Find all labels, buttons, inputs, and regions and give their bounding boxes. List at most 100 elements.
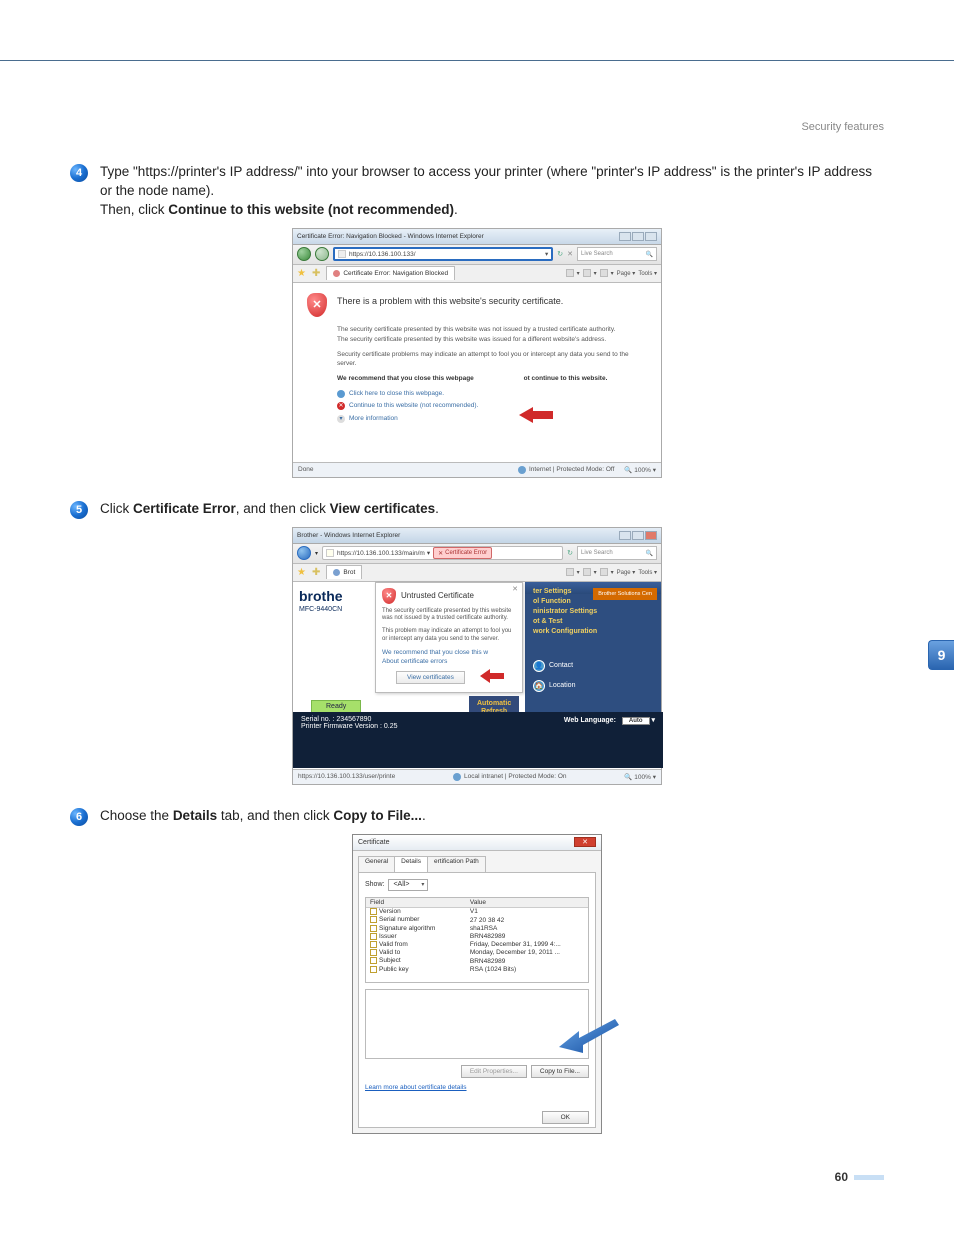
nav-link[interactable]: ot & Test: [533, 618, 653, 625]
learn-more-link[interactable]: Learn more about certificate details: [365, 1084, 467, 1091]
search-input[interactable]: Live Search 🔍: [577, 247, 657, 261]
popup-p1: The security certificate presented by th…: [382, 608, 516, 624]
status-zoom-2[interactable]: 🔍 100% ▾: [624, 773, 656, 781]
shield-error-icon: ✕: [382, 588, 396, 604]
continue-website-text: Continue to this website (not recommende…: [349, 401, 478, 410]
page-menu[interactable]: Page ▾: [617, 569, 636, 576]
edit-properties-button[interactable]: Edit Properties...: [461, 1065, 527, 1078]
web-language-select[interactable]: Auto: [622, 717, 650, 725]
address-url: https://10.136.100.133/: [349, 251, 416, 258]
feeds-icon[interactable]: [583, 568, 591, 576]
add-favorites-icon[interactable]: ✚: [312, 268, 320, 279]
print-icon[interactable]: [600, 568, 608, 576]
table-row[interactable]: Valid toMonday, December 19, 2011 ...: [366, 949, 588, 957]
nav-link[interactable]: ninistrator Settings: [533, 608, 653, 615]
cert-dialog-titlebar: Certificate ✕: [353, 835, 601, 851]
printer-left-panel: brothe MFC-9440CN: [293, 582, 373, 712]
tab-label-2: Brot: [343, 569, 355, 576]
contact-row[interactable]: 👤Contact: [533, 660, 573, 672]
table-row[interactable]: IssuerBRN482989: [366, 932, 588, 940]
favorites-star-icon[interactable]: ★: [297, 268, 306, 279]
continue-website-link[interactable]: ✕ Continue to this website (not recommen…: [337, 401, 647, 410]
about-cert-errors-link[interactable]: About certificate errors: [382, 658, 516, 665]
lock-icon: [326, 549, 334, 557]
address-bar[interactable]: https://10.136.100.133/ ▾: [333, 247, 553, 261]
ie1-content: ✕ There is a problem with this website's…: [293, 283, 661, 461]
section-header-title: Security features: [70, 121, 884, 133]
address-bar-2[interactable]: https://10.136.100.133/main/m ▾ ✕ Certif…: [322, 546, 563, 560]
table-row[interactable]: Serial number27 20 38 42: [366, 916, 588, 924]
browser-tab[interactable]: Certificate Error: Navigation Blocked: [326, 266, 455, 280]
print-icon[interactable]: [600, 269, 608, 277]
table-row[interactable]: Valid fromFriday, December 31, 1999 4:..…: [366, 941, 588, 949]
callout-arrow-blue: [557, 1013, 619, 1057]
nav-link[interactable]: work Configuration: [533, 628, 653, 635]
show-select[interactable]: <All>: [388, 879, 428, 891]
table-row[interactable]: Public keyRSA (1024 Bits): [366, 965, 588, 973]
tab-details[interactable]: Details: [394, 856, 428, 872]
cert-fields-table[interactable]: Field Value VersionV1Serial number27 20 …: [365, 897, 589, 983]
table-row[interactable]: Signature algorithmsha1RSA: [366, 924, 588, 932]
status-url: https://10.136.100.133/user/printe: [298, 773, 395, 780]
step-5-period: .: [435, 501, 439, 516]
step-5-bold2: View certificates: [330, 501, 436, 516]
callout-arrow-red: [519, 405, 553, 427]
tools-menu[interactable]: Tools ▾: [638, 270, 657, 277]
ie1-window-buttons[interactable]: [619, 232, 657, 241]
favorites-star-icon[interactable]: ★: [297, 567, 306, 578]
ok-button[interactable]: OK: [542, 1111, 589, 1124]
popup-recommend: We recommend that you close this w: [382, 649, 516, 656]
view-certificates-button[interactable]: View certificates: [396, 671, 465, 684]
ie2-statusbar: https://10.136.100.133/user/printe Local…: [293, 769, 661, 784]
close-icon[interactable]: ✕: [574, 837, 596, 847]
ie1-statusbar: Done Internet | Protected Mode: Off 🔍 10…: [293, 462, 661, 477]
status-zone-2: Local intranet | Protected Mode: On: [464, 773, 567, 780]
col-value: Value: [466, 898, 588, 908]
ie2-navbar: ▾ https://10.136.100.133/main/m ▾ ✕ Cert…: [293, 544, 661, 564]
refresh-icon[interactable]: ↻: [557, 250, 563, 258]
refresh-icon[interactable]: ↻: [567, 549, 573, 557]
add-favorites-icon[interactable]: ✚: [312, 567, 320, 578]
site-icon: [338, 250, 346, 258]
close-webpage-link[interactable]: Click here to close this webpage.: [337, 389, 647, 398]
brother-solutions-badge[interactable]: Brother Solutions Cen: [593, 588, 657, 600]
tools-menu[interactable]: Tools ▾: [638, 569, 657, 576]
step-4-period: .: [454, 202, 458, 217]
browser-tab-2[interactable]: Brot: [326, 565, 362, 579]
feeds-icon[interactable]: [583, 269, 591, 277]
tab-general[interactable]: General: [358, 856, 395, 872]
chevron-down-icon: ▾: [337, 415, 345, 423]
address-url-2: https://10.136.100.133/main/m: [337, 550, 425, 557]
ie2-window-buttons[interactable]: [619, 531, 657, 540]
home-icon[interactable]: [566, 269, 574, 277]
step-5-badge: 5: [70, 501, 88, 519]
printer-footer-bar: Serial no. : 234567890 Printer Firmware …: [293, 712, 663, 768]
copy-to-file-button[interactable]: Copy to File...: [531, 1065, 589, 1078]
search-placeholder-2: Live Search: [581, 550, 613, 556]
certificate-error-button[interactable]: ✕ Certificate Error: [433, 547, 492, 559]
step-4-badge: 4: [70, 164, 88, 182]
status-zoom[interactable]: 🔍 100% ▾: [624, 466, 656, 474]
search-icon[interactable]: 🔍: [646, 251, 653, 258]
ie1-titlebar: Certificate Error: Navigation Blocked - …: [293, 229, 661, 245]
location-row[interactable]: 🏠Location: [533, 680, 575, 692]
screenshot-certificate-dialog: Certificate ✕ General Details ertificati…: [352, 834, 602, 1134]
tab-certpath[interactable]: ertification Path: [427, 856, 486, 872]
globe-icon: [453, 773, 461, 781]
home-icon[interactable]: [566, 568, 574, 576]
back-button-icon[interactable]: [297, 546, 311, 560]
forward-button-icon[interactable]: [315, 247, 329, 261]
back-button-icon[interactable]: [297, 247, 311, 261]
table-row[interactable]: VersionV1: [366, 907, 588, 916]
search-icon[interactable]: 🔍: [646, 550, 653, 557]
search-input-2[interactable]: Live Search 🔍: [577, 546, 657, 560]
more-information-toggle[interactable]: ▾ More information: [337, 414, 647, 423]
table-row[interactable]: SubjectBRN482989: [366, 957, 588, 965]
ie-toolbar: ▾ ▾ ▾ Page ▾ Tools ▾: [566, 269, 657, 277]
show-label: Show:: [365, 881, 384, 888]
printer-model: MFC-9440CN: [299, 606, 367, 613]
contact-icon: 👤: [533, 660, 545, 672]
close-icon[interactable]: ✕: [512, 585, 518, 593]
ie2-titlebar: Brother - Windows Internet Explorer: [293, 528, 661, 544]
page-menu[interactable]: Page ▾: [617, 270, 636, 277]
